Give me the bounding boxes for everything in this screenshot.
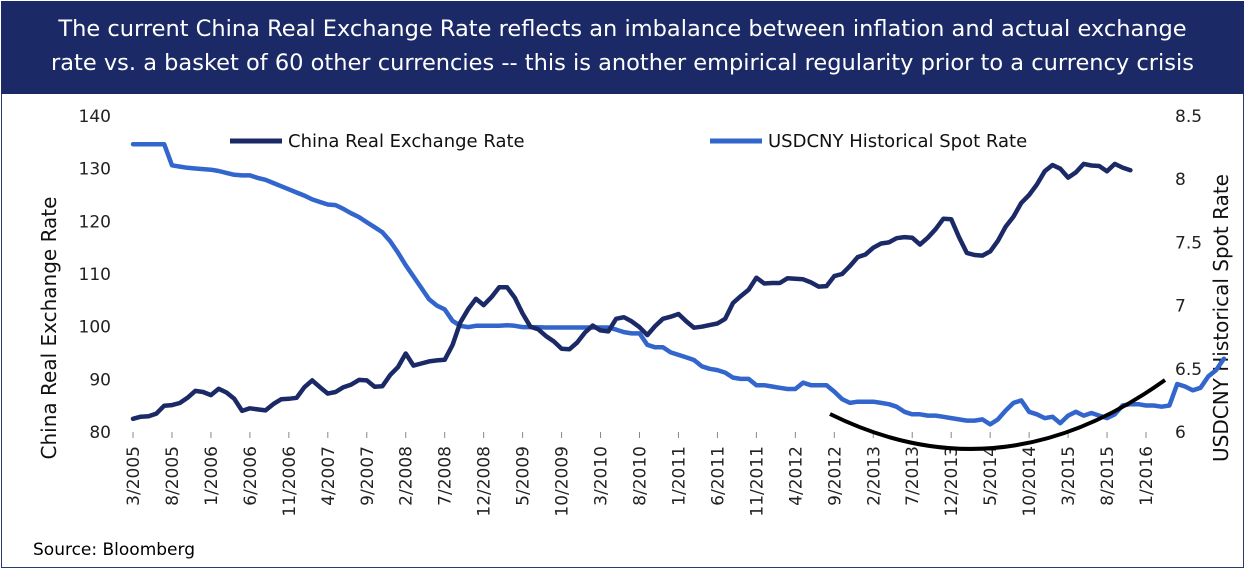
- y-left-tick-label: 90: [89, 370, 111, 390]
- y-right-tick-label: 6.5: [1175, 360, 1202, 380]
- x-tick-label: 1/2016: [1137, 446, 1157, 506]
- x-tick-label: 7/2013: [903, 446, 923, 506]
- x-tick-label: 4/2007: [319, 446, 339, 506]
- y-left-tick-label: 110: [79, 265, 111, 285]
- x-tick-label: 6/2011: [708, 446, 728, 506]
- y-left-tick-label: 100: [79, 318, 111, 338]
- x-tick-label: 3/2015: [1059, 446, 1079, 506]
- x-tick-label: 2/2013: [864, 446, 884, 506]
- y-right-tick-label: 7.5: [1175, 233, 1202, 253]
- x-tick-label: 4/2012: [786, 446, 806, 506]
- y-left-tick-label: 130: [79, 160, 111, 180]
- x-tick-label: 12/2008: [475, 446, 495, 517]
- x-tick-label: 12/2013: [942, 446, 962, 517]
- title-line-1: The current China Real Exchange Rate ref…: [58, 16, 1187, 42]
- x-tick-label: 3/2005: [124, 446, 144, 506]
- x-tick-label: 10/2014: [1020, 446, 1040, 517]
- x-tick-label: 1/2011: [669, 446, 689, 506]
- x-tick-label: 5/2014: [981, 446, 1001, 506]
- y-right-tick-label: 7: [1175, 297, 1186, 317]
- series-line-china-real-exchange-rate: [130, 161, 1133, 422]
- y-left-tick-label: 120: [79, 212, 111, 232]
- trend-arc-annotation: [829, 378, 1167, 451]
- x-tick-label: 8/2010: [631, 446, 651, 506]
- x-tick-label: 10/2009: [553, 446, 573, 517]
- x-tick-label: 6/2006: [241, 446, 261, 506]
- title-banner: The current China Real Exchange Rate ref…: [1, 1, 1244, 94]
- y-left-tick-label: 140: [79, 107, 111, 127]
- x-tick-label: 9/2007: [358, 446, 378, 506]
- y-right-tick-label: 8: [1175, 170, 1186, 190]
- title-line-2: rate vs. a basket of 60 other currencies…: [51, 50, 1194, 76]
- source-note: Source: Bloomberg: [33, 540, 195, 560]
- x-tick-label: 11/2011: [747, 446, 767, 517]
- x-tick-label: 9/2012: [825, 446, 845, 506]
- x-tick-label: 11/2006: [280, 446, 300, 517]
- x-tick-label: 8/2005: [163, 446, 183, 506]
- y-right-axis-title: USDCNY Historical Spot Rate: [1209, 174, 1233, 462]
- legend-usdcny-spot-rate-label: USDCNY Historical Spot Rate: [768, 131, 1027, 152]
- y-left-axis-title: China Real Exchange Rate: [37, 197, 61, 460]
- x-tick-label: 8/2015: [1098, 446, 1118, 506]
- y-right-tick-label: 8.5: [1175, 107, 1202, 127]
- x-tick-label: 5/2009: [514, 446, 534, 506]
- x-tick-label: 7/2008: [436, 446, 456, 506]
- y-left-tick-label: 80: [89, 423, 111, 443]
- legend-china-real-exchange-rate-label: China Real Exchange Rate: [288, 131, 525, 152]
- series-line-usdcny-spot-rate: [130, 141, 1227, 427]
- x-tick-label: 3/2010: [592, 446, 612, 506]
- x-tick-label: 1/2006: [202, 446, 222, 506]
- y-right-tick-label: 6: [1175, 423, 1186, 443]
- x-tick-label: 2/2008: [397, 446, 417, 506]
